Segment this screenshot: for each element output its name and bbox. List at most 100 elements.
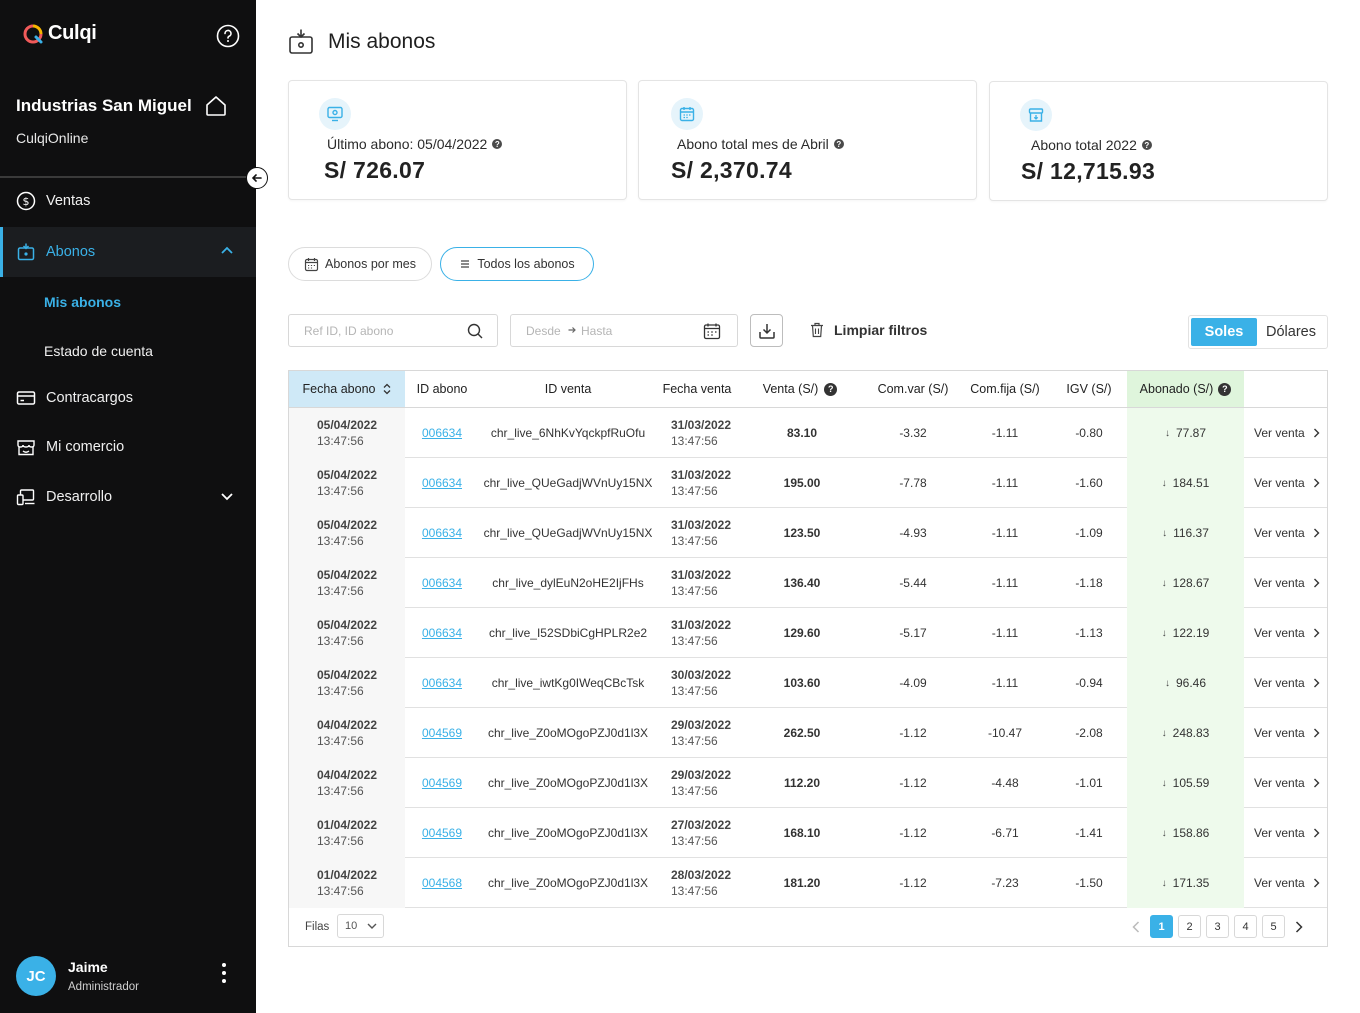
cell-venta: 181.20 [783, 876, 821, 890]
ver-venta-link[interactable]: Ver venta [1244, 408, 1327, 458]
table-row: 05/04/2022 13:47:56 006634 chr_live_I52SDbi… [289, 608, 1327, 658]
page-button-2[interactable]: 2 [1178, 915, 1201, 938]
page-button-4[interactable]: 4 [1234, 915, 1257, 938]
id-abono-link[interactable]: 006634 [421, 526, 463, 540]
id-abono-link[interactable]: 006634 [421, 476, 463, 490]
currency-dolares-button[interactable]: Dólares [1266, 324, 1316, 340]
ver-venta-link[interactable]: Ver venta [1244, 458, 1327, 508]
sidebar-item-desarrollo[interactable]: Desarrollo [0, 472, 256, 522]
search-input[interactable]: Ref ID, ID abono [288, 314, 498, 347]
cell-fecha-venta: 29/03/2022 13:47:56 [661, 758, 741, 808]
col-header-fecha-venta: Fecha venta [662, 382, 732, 396]
ver-venta-link[interactable]: Ver venta [1244, 608, 1327, 658]
page-button-3[interactable]: 3 [1206, 915, 1229, 938]
sort-icon [384, 383, 391, 395]
search-icon[interactable] [467, 323, 483, 339]
cell-com-var: -1.12 [899, 826, 927, 840]
col-header-com-var: Com.var (S/) [877, 382, 949, 396]
abonado-value: 96.46 [1175, 676, 1207, 690]
card-value: S/ 12,715.93 [1021, 158, 1156, 184]
arrow-down-icon: ↓ [1161, 827, 1167, 839]
collapse-sidebar-button[interactable] [246, 167, 268, 189]
help-icon[interactable] [216, 24, 240, 48]
info-icon[interactable]: ? [492, 139, 503, 149]
ver-venta-label: Ver venta [1254, 826, 1305, 840]
cell-fecha-abono: 05/04/2022 13:47:56 [289, 508, 405, 558]
currency-soles-button[interactable]: Soles [1191, 318, 1257, 346]
company-name: Industrias San Miguel [16, 94, 228, 118]
download-button[interactable] [750, 314, 783, 347]
tab-abonos-por-mes[interactable]: Abonos por mes [288, 247, 432, 281]
ver-venta-link[interactable]: Ver venta [1244, 558, 1327, 608]
id-abono-link[interactable]: 006634 [421, 676, 463, 690]
ver-venta-link[interactable]: Ver venta [1244, 858, 1327, 908]
chevron-right-icon [1313, 478, 1320, 488]
more-vertical-icon[interactable] [220, 962, 228, 984]
id-abono-link[interactable]: 006634 [421, 576, 463, 590]
culqi-logo[interactable]: Culqi [22, 22, 97, 45]
ver-venta-link[interactable]: Ver venta [1244, 808, 1327, 858]
id-abono-link[interactable]: 004569 [421, 726, 463, 740]
clear-filters-button[interactable]: Limpiar filtros [810, 322, 927, 338]
ver-venta-link[interactable]: Ver venta [1244, 508, 1327, 558]
fecha-abono-time: 13:47:56 [316, 684, 364, 698]
fecha-venta-time: 13:47:56 [670, 734, 718, 748]
sidebar-item-abonos[interactable]: Abonos [0, 227, 256, 277]
ver-venta-label: Ver venta [1254, 476, 1305, 490]
fecha-abono-date: 04/04/2022 [316, 768, 378, 782]
cell-com-var: -1.12 [899, 726, 927, 740]
user-profile[interactable]: JC Jaime Administrador [16, 956, 139, 996]
col-header-igv: IGV (S/) [1066, 382, 1112, 396]
card-ultimo-abono: Último abono: 05/04/2022? S/ 726.07 [288, 80, 627, 200]
cell-id-venta: chr_live_I52SDbiCgHPLR2e2 [488, 626, 648, 640]
prev-page-button[interactable] [1127, 915, 1145, 938]
id-abono-link[interactable]: 006634 [421, 426, 463, 440]
chevron-left-icon [1132, 920, 1140, 933]
card-abono-mes: Abono total mes de Abril? S/ 2,370.74 [638, 80, 977, 200]
id-abono-link[interactable]: 004569 [421, 826, 463, 840]
calendar-icon[interactable] [703, 322, 721, 340]
card-label-text: Abono total mes de Abril [677, 136, 829, 152]
id-abono-link[interactable]: 006634 [421, 626, 463, 640]
user-role: Administrador [68, 981, 139, 993]
fecha-venta-date: 31/03/2022 [670, 618, 732, 632]
cell-venta: 123.50 [783, 526, 821, 540]
ver-venta-link[interactable]: Ver venta [1244, 708, 1327, 758]
chevron-right-icon [1313, 628, 1320, 638]
table-row: 05/04/2022 13:47:56 006634 chr_live_dylEuN2… [289, 558, 1327, 608]
info-icon[interactable]: ? [824, 382, 838, 396]
cell-venta: 112.20 [783, 776, 821, 790]
cell-igv: -2.08 [1075, 726, 1103, 740]
info-icon[interactable]: ? [1218, 382, 1232, 396]
info-icon[interactable]: ? [833, 139, 844, 149]
ver-venta-link[interactable]: Ver venta [1244, 758, 1327, 808]
fecha-venta-time: 13:47:56 [670, 484, 718, 498]
id-abono-link[interactable]: 004568 [421, 876, 463, 890]
fecha-venta-time: 13:47:56 [670, 634, 718, 648]
fecha-venta-date: 29/03/2022 [670, 768, 732, 782]
ver-venta-label: Ver venta [1254, 626, 1305, 640]
sidebar-subitem-estado-cuenta[interactable]: Estado de cuenta [44, 343, 153, 359]
next-page-button[interactable] [1290, 915, 1308, 938]
page-button-1[interactable]: 1 [1150, 915, 1173, 938]
sidebar-item-contracargos[interactable]: Contracargos [0, 373, 256, 423]
home-icon[interactable] [204, 94, 228, 118]
rows-per-page-select[interactable]: 10 [337, 914, 384, 938]
fecha-abono-time: 13:47:56 [316, 734, 364, 748]
tab-todos-los-abonos[interactable]: Todos los abonos [440, 247, 594, 281]
sidebar-item-ventas[interactable]: $ Ventas [0, 176, 256, 226]
page-button-5[interactable]: 5 [1262, 915, 1285, 938]
fecha-venta-time: 13:47:56 [670, 434, 718, 448]
col-header-fecha-abono[interactable]: Fecha abono [289, 371, 405, 407]
id-abono-link[interactable]: 004569 [421, 776, 463, 790]
sidebar-subitem-mis-abonos[interactable]: Mis abonos [44, 294, 122, 310]
date-range-input[interactable]: Desde Hasta [510, 314, 738, 347]
cell-venta: 83.10 [786, 426, 818, 440]
page-title: Mis abonos [288, 28, 435, 56]
cell-com-fija: -4.48 [991, 776, 1019, 790]
cell-id-abono: 006634 [405, 408, 479, 458]
info-icon[interactable]: ? [1141, 140, 1152, 150]
ver-venta-link[interactable]: Ver venta [1244, 658, 1327, 708]
cell-id-venta: chr_live_iwtKg0IWeqCBcTsk [491, 676, 645, 690]
sidebar-item-mi-comercio[interactable]: Mi comercio [0, 422, 256, 472]
